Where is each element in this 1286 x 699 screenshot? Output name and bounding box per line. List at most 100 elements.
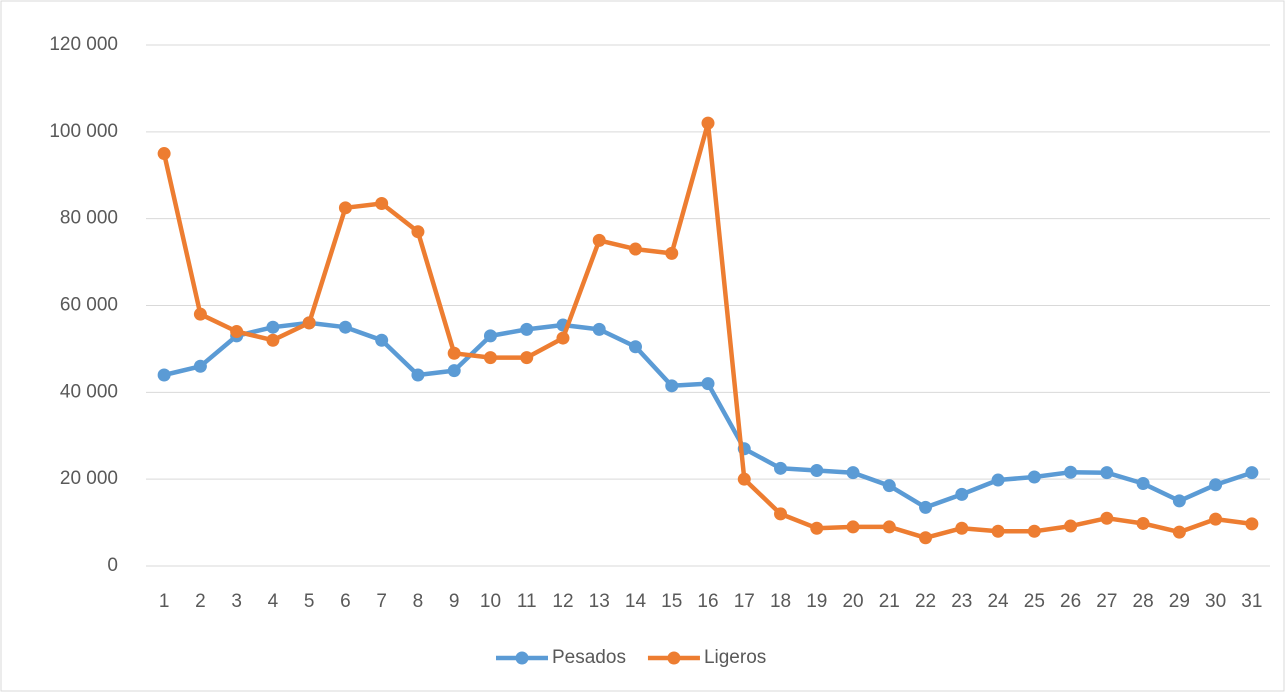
point (592, 322, 606, 336)
legend-marker (515, 651, 529, 665)
x-tick-label: 1 (159, 591, 170, 612)
y-tick-label: 20 000 (60, 468, 118, 489)
point (774, 461, 788, 475)
y-tick-label: 40 000 (60, 381, 118, 402)
point (447, 346, 461, 360)
point (1100, 511, 1114, 525)
point (665, 246, 679, 260)
x-tick-label: 12 (552, 591, 573, 612)
point (1064, 465, 1078, 479)
x-tick-label: 28 (1133, 591, 1154, 612)
point (592, 233, 606, 247)
x-tick-label: 14 (625, 591, 647, 612)
point (1136, 477, 1150, 491)
point (701, 116, 715, 130)
point (1136, 516, 1150, 530)
point (375, 333, 389, 347)
y-tick-label: 60 000 (60, 295, 118, 316)
x-tick-label: 19 (806, 591, 827, 612)
x-tick-label: 17 (734, 591, 755, 612)
point (955, 487, 969, 501)
x-tick-label: 4 (268, 591, 279, 612)
point (266, 333, 280, 347)
point (846, 520, 860, 534)
point (882, 520, 896, 534)
point (338, 320, 352, 334)
x-tick-label: 20 (842, 591, 863, 612)
point (919, 531, 933, 545)
point (810, 463, 824, 477)
point (483, 351, 497, 365)
point (157, 147, 171, 161)
point (846, 466, 860, 480)
point (483, 329, 497, 343)
y-tick-label: 80 000 (60, 208, 118, 229)
point (157, 368, 171, 382)
point (193, 307, 207, 321)
point (1245, 466, 1259, 480)
y-tick-label: 0 (107, 555, 118, 576)
point (411, 368, 425, 382)
point (737, 472, 751, 486)
point (1209, 512, 1223, 526)
point (1209, 478, 1223, 492)
point (810, 521, 824, 535)
x-tick-label: 10 (480, 591, 501, 612)
x-tick-label: 2 (195, 591, 206, 612)
x-tick-label: 31 (1241, 591, 1262, 612)
point (1100, 466, 1114, 480)
x-tick-label: 13 (589, 591, 610, 612)
x-tick-label: 18 (770, 591, 791, 612)
point (375, 196, 389, 210)
point (955, 521, 969, 535)
point (302, 316, 316, 330)
x-tick-label: 29 (1169, 591, 1190, 612)
x-tick-label: 21 (879, 591, 900, 612)
x-tick-label: 15 (661, 591, 682, 612)
legend-marker (667, 651, 681, 665)
x-tick-label: 24 (987, 591, 1009, 612)
point (1027, 524, 1041, 538)
point (520, 322, 534, 336)
x-tick-label: 26 (1060, 591, 1081, 612)
y-tick-label: 100 000 (49, 121, 118, 142)
point (774, 507, 788, 521)
y-tick-label: 120 000 (49, 34, 118, 55)
x-tick-label: 5 (304, 591, 315, 612)
point (1172, 525, 1186, 539)
point (701, 377, 715, 391)
x-tick-label: 9 (449, 591, 460, 612)
point (991, 473, 1005, 487)
x-tick-label: 22 (915, 591, 936, 612)
x-tick-label: 8 (413, 591, 424, 612)
point (411, 225, 425, 239)
point (520, 351, 534, 365)
x-tick-label: 7 (376, 591, 387, 612)
point (991, 524, 1005, 538)
x-tick-label: 6 (340, 591, 351, 612)
legend-label: Pesados (552, 647, 626, 668)
point (1027, 470, 1041, 484)
x-tick-label: 16 (697, 591, 718, 612)
point (628, 242, 642, 256)
point (266, 320, 280, 334)
point (230, 325, 244, 339)
x-tick-label: 11 (517, 591, 537, 612)
legend-label: Ligeros (704, 647, 766, 668)
point (1064, 519, 1078, 533)
point (628, 340, 642, 354)
x-tick-label: 30 (1205, 591, 1226, 612)
point (665, 379, 679, 393)
x-tick-label: 25 (1024, 591, 1045, 612)
point (193, 359, 207, 373)
point (556, 331, 570, 345)
point (919, 500, 933, 514)
x-tick-label: 27 (1096, 591, 1117, 612)
point (1245, 517, 1259, 531)
point (1172, 494, 1186, 508)
point (882, 479, 896, 493)
point (338, 201, 352, 215)
x-tick-label: 23 (951, 591, 972, 612)
